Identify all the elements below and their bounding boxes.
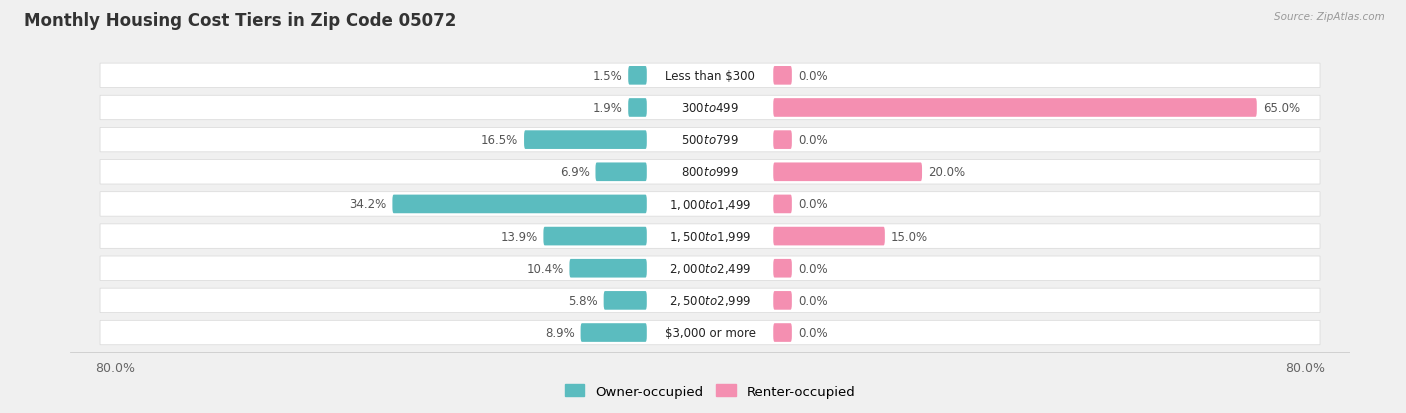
Text: 10.4%: 10.4% — [526, 262, 564, 275]
FancyBboxPatch shape — [628, 99, 647, 118]
FancyBboxPatch shape — [596, 163, 647, 182]
FancyBboxPatch shape — [100, 320, 1320, 345]
FancyBboxPatch shape — [543, 227, 647, 246]
Text: 34.2%: 34.2% — [349, 198, 387, 211]
Text: 0.0%: 0.0% — [797, 326, 828, 339]
Text: Monthly Housing Cost Tiers in Zip Code 05072: Monthly Housing Cost Tiers in Zip Code 0… — [24, 12, 457, 30]
Text: $2,000 to $2,499: $2,000 to $2,499 — [669, 261, 751, 275]
Text: 6.9%: 6.9% — [560, 166, 589, 179]
FancyBboxPatch shape — [773, 259, 792, 278]
FancyBboxPatch shape — [603, 291, 647, 310]
FancyBboxPatch shape — [773, 227, 884, 246]
Text: 0.0%: 0.0% — [797, 134, 828, 147]
Text: 15.0%: 15.0% — [891, 230, 928, 243]
Text: 5.8%: 5.8% — [568, 294, 598, 307]
FancyBboxPatch shape — [100, 128, 1320, 152]
FancyBboxPatch shape — [100, 96, 1320, 121]
Text: Less than $300: Less than $300 — [665, 70, 755, 83]
Text: 13.9%: 13.9% — [501, 230, 537, 243]
Text: $1,000 to $1,499: $1,000 to $1,499 — [669, 197, 751, 211]
FancyBboxPatch shape — [773, 99, 1257, 118]
FancyBboxPatch shape — [581, 323, 647, 342]
Text: 20.0%: 20.0% — [928, 166, 965, 179]
Text: 0.0%: 0.0% — [797, 262, 828, 275]
FancyBboxPatch shape — [628, 67, 647, 85]
FancyBboxPatch shape — [100, 256, 1320, 281]
Text: 8.9%: 8.9% — [546, 326, 575, 339]
FancyBboxPatch shape — [773, 291, 792, 310]
Text: 0.0%: 0.0% — [797, 198, 828, 211]
FancyBboxPatch shape — [100, 224, 1320, 249]
Text: 1.9%: 1.9% — [592, 102, 623, 115]
FancyBboxPatch shape — [100, 288, 1320, 313]
Text: $300 to $499: $300 to $499 — [681, 102, 740, 115]
Text: 16.5%: 16.5% — [481, 134, 517, 147]
Text: 65.0%: 65.0% — [1263, 102, 1301, 115]
Text: $500 to $799: $500 to $799 — [681, 134, 740, 147]
FancyBboxPatch shape — [392, 195, 647, 214]
FancyBboxPatch shape — [773, 131, 792, 150]
FancyBboxPatch shape — [773, 163, 922, 182]
Text: 1.5%: 1.5% — [592, 70, 623, 83]
Text: 0.0%: 0.0% — [797, 70, 828, 83]
Text: Source: ZipAtlas.com: Source: ZipAtlas.com — [1274, 12, 1385, 22]
Text: $2,500 to $2,999: $2,500 to $2,999 — [669, 294, 751, 308]
Text: $1,500 to $1,999: $1,500 to $1,999 — [669, 230, 751, 244]
FancyBboxPatch shape — [569, 259, 647, 278]
Text: $800 to $999: $800 to $999 — [681, 166, 740, 179]
FancyBboxPatch shape — [100, 64, 1320, 88]
Legend: Owner-occupied, Renter-occupied: Owner-occupied, Renter-occupied — [560, 379, 860, 403]
FancyBboxPatch shape — [100, 192, 1320, 217]
FancyBboxPatch shape — [773, 67, 792, 85]
Text: 0.0%: 0.0% — [797, 294, 828, 307]
FancyBboxPatch shape — [773, 323, 792, 342]
FancyBboxPatch shape — [773, 195, 792, 214]
Text: $3,000 or more: $3,000 or more — [665, 326, 755, 339]
FancyBboxPatch shape — [524, 131, 647, 150]
FancyBboxPatch shape — [100, 160, 1320, 185]
